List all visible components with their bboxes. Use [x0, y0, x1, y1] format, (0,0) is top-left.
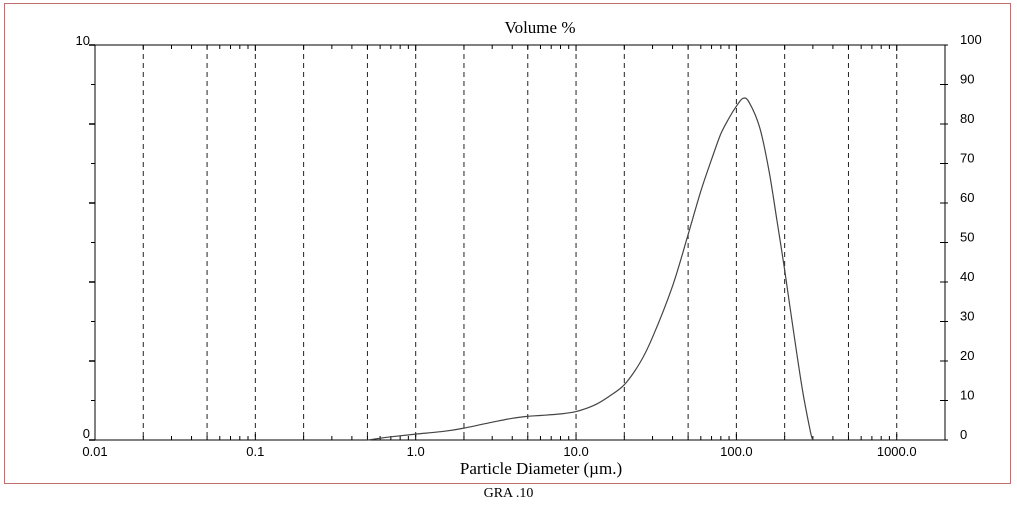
left-axis-ticks	[89, 44, 95, 441]
y-right-tick-label: 80	[960, 111, 974, 126]
chart-title: Volume %	[505, 18, 576, 37]
chart-frame	[4, 3, 1011, 484]
plot-area	[94, 44, 946, 441]
gridlines	[142, 45, 898, 440]
y-right-tick-label: 10	[960, 388, 974, 403]
y-right-tick-label: 20	[960, 348, 974, 363]
y-left-tick-labels: 0 10	[76, 33, 90, 441]
x-tick-label: 0.01	[82, 444, 107, 459]
figure-caption: GRA .10	[483, 486, 534, 501]
y-right-tick-labels: 0 10 20 30 40 50 60 70 80 90 100	[960, 32, 982, 442]
y-right-tick-label: 0	[960, 427, 967, 442]
y-left-tick-label: 10	[76, 33, 90, 48]
right-axis-ticks	[940, 44, 948, 441]
particle-size-chart: 0.01 0.1 1.0 10.0 100.0 1000.0 0 10 0 10 20 30 40 5…	[76, 18, 982, 478]
x-tick-label: 10.0	[563, 444, 588, 459]
y-right-tick-label: 70	[960, 151, 974, 166]
y-right-tick-label: 30	[960, 309, 974, 324]
x-tick-labels: 0.01 0.1 1.0 10.0 100.0 1000.0	[82, 444, 916, 459]
x-axis-label: Particle Diameter (µm.)	[460, 459, 622, 478]
x-tick-label: 1000.0	[877, 444, 917, 459]
top-minor-ticks	[94, 45, 946, 51]
x-tick-label: 100.0	[720, 444, 753, 459]
x-tick-label: 1.0	[407, 444, 425, 459]
y-right-tick-label: 100	[960, 32, 982, 47]
y-left-tick-label: 0	[83, 426, 90, 441]
bottom-minor-ticks	[94, 434, 946, 440]
y-right-tick-label: 60	[960, 190, 974, 205]
y-right-tick-label: 50	[960, 230, 974, 245]
y-right-tick-label: 40	[960, 269, 974, 284]
y-right-tick-label: 90	[960, 72, 974, 87]
x-tick-label: 0.1	[246, 444, 264, 459]
series-line-volume	[367, 97, 814, 441]
